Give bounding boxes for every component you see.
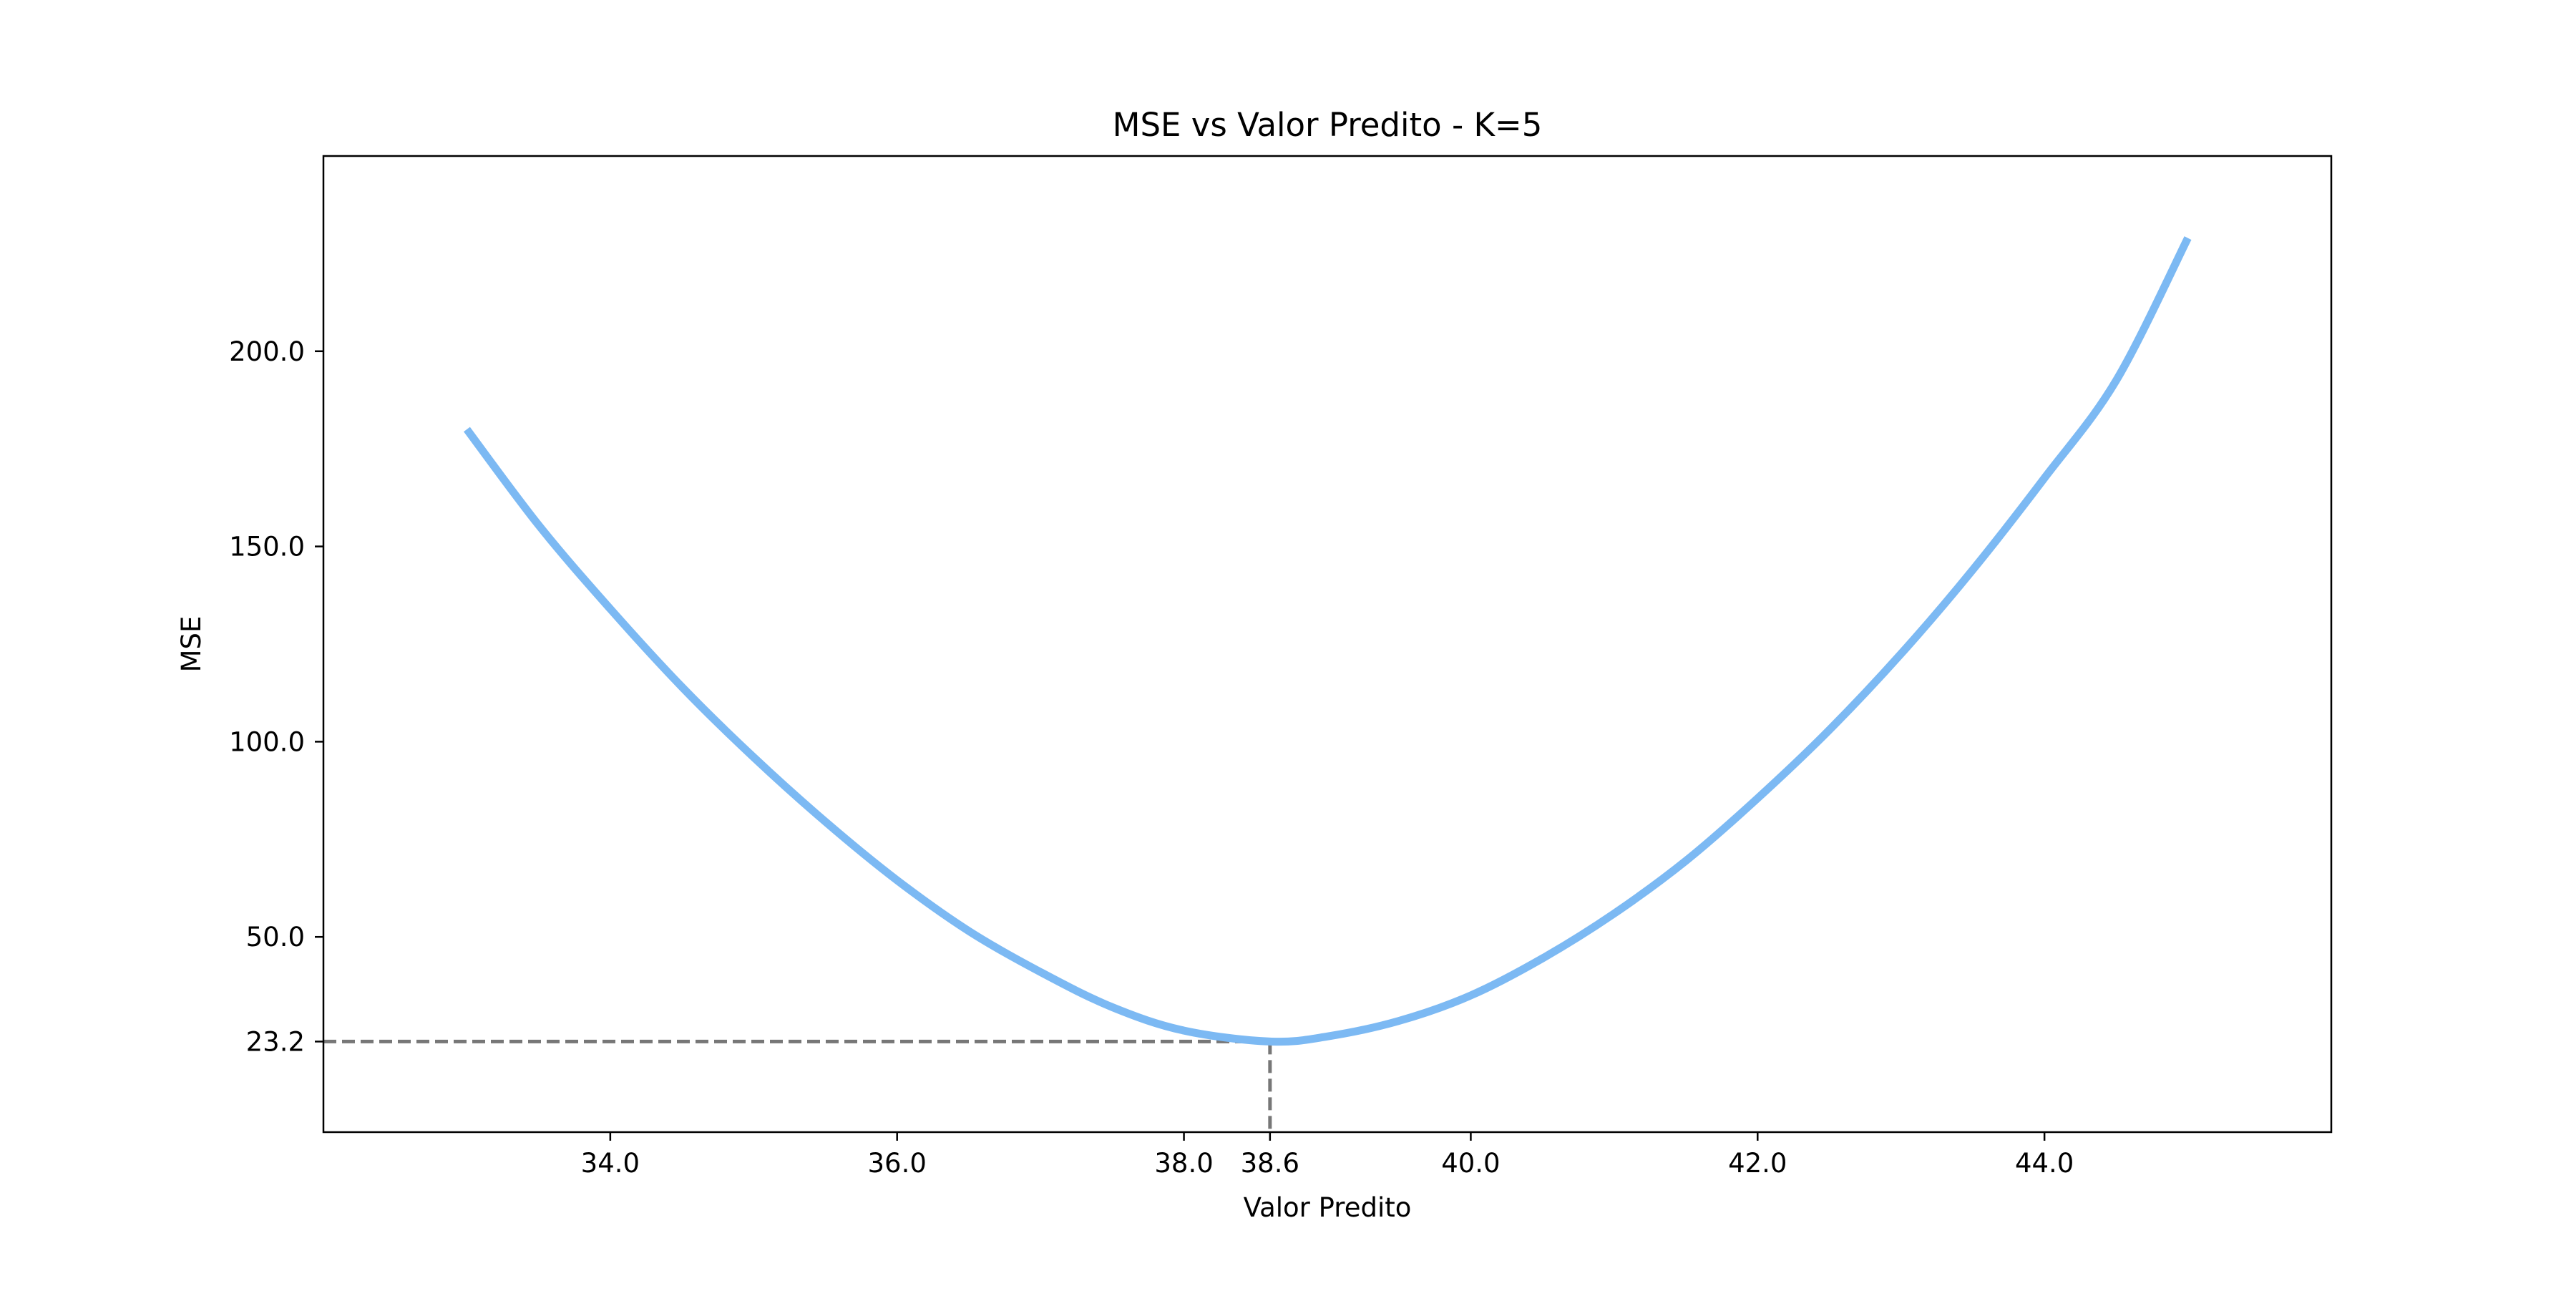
x-tick-label: 36.0: [868, 1148, 927, 1179]
y-tick-label: 100.0: [229, 726, 305, 757]
plot-area-frame: [322, 155, 2333, 1134]
x-tick-label: 42.0: [1728, 1148, 1787, 1179]
x-tick-label: 44.0: [2015, 1148, 2074, 1179]
y-axis-ticks: 23.2 50.0 100.0 150.0 200.0: [229, 336, 323, 1057]
y-tick-label: 200.0: [229, 336, 305, 367]
x-tick-label: 38.0: [1154, 1148, 1213, 1179]
series-line-0: [463, 236, 2192, 1046]
minimum-guide-lines: [323, 1039, 1272, 1132]
x-tick-label: 34.0: [581, 1148, 640, 1179]
series-layer: [463, 236, 2192, 1046]
x-axis-label: Valor Predito: [1244, 1192, 1412, 1223]
x-axis-ticks: 34.0 36.0 38.0 38.6 40.0 42.0 44.0: [581, 1132, 2074, 1179]
x-tick-label: 40.0: [1441, 1148, 1500, 1179]
x-tick-label: 38.6: [1241, 1148, 1299, 1179]
y-tick-label: 150.0: [229, 532, 305, 562]
chart-title: MSE vs Valor Predito - K=5: [1113, 106, 1543, 144]
y-tick-label: 50.0: [246, 922, 305, 953]
y-axis-label: MSE: [176, 616, 207, 673]
y-tick-label: 23.2: [246, 1026, 305, 1057]
